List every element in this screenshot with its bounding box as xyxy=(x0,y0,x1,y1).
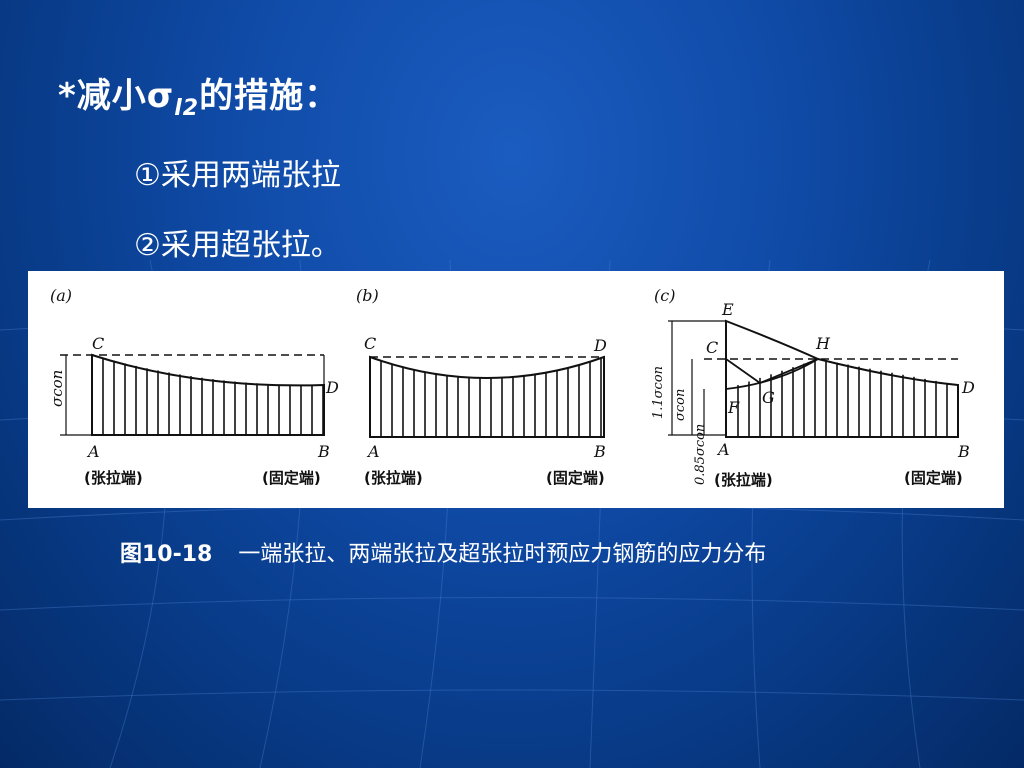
slide-title: *减小σl2的措施： xyxy=(58,68,339,121)
panel-b-point-d: D xyxy=(593,336,607,355)
panel-c-point-g: G xyxy=(762,388,775,407)
figure-caption-text: 一端张拉、两端张拉及超张拉时预应力钢筋的应力分布 xyxy=(238,542,767,567)
panel-b: (b) C D A B (张拉端) (固定端) xyxy=(356,286,607,487)
panel-c-left-caption: (张拉端) xyxy=(714,471,773,489)
panel-b-point-a: A xyxy=(366,442,380,461)
panel-c-point-b: B xyxy=(957,442,970,461)
title-prefix: *减小σ xyxy=(58,76,175,116)
panel-b-right-caption: (固定端) xyxy=(546,469,605,487)
panel-c-axis-label-1: 1.1σcon xyxy=(651,366,666,419)
panel-c-axis-label-2: σcon xyxy=(673,389,688,421)
panel-c: (c) E C H D F G A B 1.1σcon σcon 0.85σco… xyxy=(651,286,975,489)
panel-a-point-a: A xyxy=(86,442,100,461)
panel-a-axis-label: σcon xyxy=(48,370,66,407)
panel-c-point-h: H xyxy=(815,334,831,353)
figure-caption: 图10-18 一端张拉、两端张拉及超张拉时预应力钢筋的应力分布 xyxy=(120,536,766,568)
panel-c-axis-label-3: 0.85σcon xyxy=(693,424,708,485)
figure-diagram: (a) C D A B σcon (张拉端) (固定端) (b) C D A B… xyxy=(48,286,975,489)
panel-a-label: (a) xyxy=(50,286,72,305)
panel-c-point-d: D xyxy=(961,378,975,397)
panel-c-release-curve xyxy=(725,358,819,390)
panel-a-right-caption: (固定端) xyxy=(262,469,321,487)
title-subscript: l2 xyxy=(174,96,200,121)
panel-a-point-b: B xyxy=(317,442,330,461)
panel-b-left-caption: (张拉端) xyxy=(364,469,423,487)
panel-a-point-d: D xyxy=(325,378,339,397)
panel-a: (a) C D A B σcon (张拉端) (固定端) xyxy=(48,286,339,487)
panel-c-point-c: C xyxy=(706,338,718,357)
figure-number: 图10-18 xyxy=(120,542,213,567)
panel-b-point-c: C xyxy=(364,334,376,353)
panel-c-point-a: A xyxy=(716,440,730,459)
panel-a-left-caption: (张拉端) xyxy=(84,469,143,487)
panel-c-label: (c) xyxy=(654,286,675,305)
panel-b-stress-area xyxy=(369,355,605,438)
panel-b-point-b: B xyxy=(593,442,606,461)
stress-distribution-figure: (a) C D A B σcon (张拉端) (固定端) (b) C D A B… xyxy=(28,271,1004,508)
panel-c-hatching xyxy=(737,359,959,437)
bullet-over-tension: ②采用超张拉。 xyxy=(134,228,341,263)
bullet-two-end-tension: ①采用两端张拉 xyxy=(134,158,341,193)
panel-b-hatching xyxy=(369,357,602,437)
panel-a-point-c: C xyxy=(92,334,104,353)
panel-a-hatching xyxy=(91,355,324,435)
panel-c-point-e: E xyxy=(721,300,734,319)
panel-c-point-f: F xyxy=(727,398,740,417)
title-suffix: 的措施： xyxy=(199,76,340,116)
panel-b-label: (b) xyxy=(356,286,379,305)
panel-c-right-caption: (固定端) xyxy=(904,469,963,487)
